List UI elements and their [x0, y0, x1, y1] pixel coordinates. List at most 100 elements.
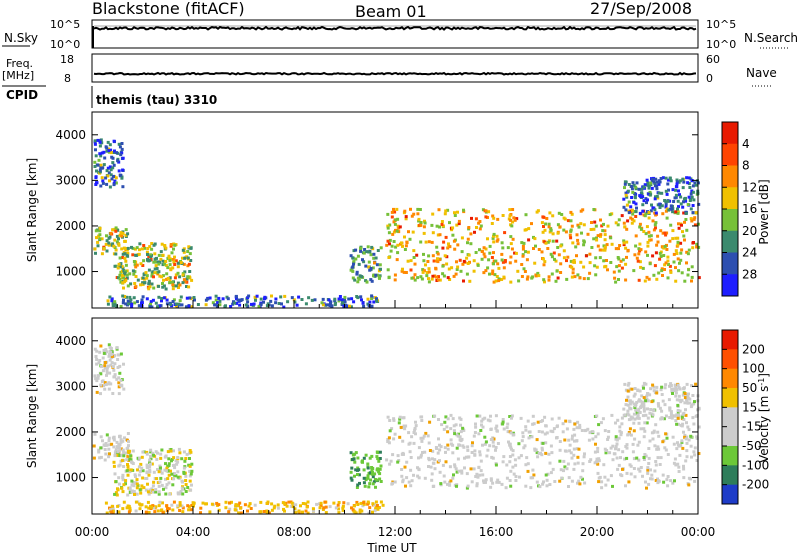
echo-cell	[393, 273, 397, 277]
echo-cell	[161, 274, 165, 278]
echo-cell	[658, 463, 662, 466]
echo-cell	[596, 432, 600, 436]
echo-cell	[407, 442, 411, 446]
echo-cell	[671, 481, 675, 485]
echo-cell	[512, 216, 516, 220]
echo-cell	[517, 442, 521, 446]
echo-cell	[683, 396, 687, 400]
echo-cell	[188, 474, 192, 478]
echo-cell	[118, 233, 122, 237]
echo-cell	[463, 466, 466, 470]
echo-cell	[480, 257, 484, 261]
echo-cell	[488, 244, 492, 248]
echo-cell	[694, 382, 698, 386]
echo-cell	[622, 243, 626, 247]
echo-cell	[583, 452, 586, 456]
echo-cell	[130, 305, 134, 309]
echo-cell	[589, 228, 593, 231]
echo-cell	[570, 212, 574, 216]
echo-cell	[549, 429, 553, 433]
echo-cell	[105, 169, 109, 173]
echo-cell	[247, 294, 251, 298]
echo-cell	[507, 440, 510, 444]
echo-cell	[532, 473, 536, 477]
echo-cell	[410, 276, 414, 280]
echo-cell	[687, 438, 691, 442]
echo-cell	[455, 223, 459, 227]
echo-cell	[646, 253, 649, 257]
echo-cell	[358, 274, 362, 278]
colorbar-tick-label: 15	[742, 400, 757, 414]
echo-cell	[641, 195, 644, 199]
echo-cell	[150, 282, 154, 286]
echo-cell	[129, 468, 133, 472]
echo-cell	[148, 491, 152, 494]
echo-cell	[679, 202, 683, 206]
echo-cell	[473, 449, 477, 453]
echo-cell	[422, 231, 426, 235]
x-tick-label: 16:00	[479, 525, 514, 539]
echo-cell	[456, 265, 460, 269]
echo-cell	[173, 276, 177, 280]
echo-cell	[102, 247, 106, 251]
echo-cell	[683, 401, 687, 405]
echo-cell	[341, 506, 345, 510]
echo-cell	[96, 240, 100, 244]
echo-cell	[160, 483, 164, 487]
echo-cell	[161, 259, 165, 263]
echo-cell	[328, 304, 332, 308]
echo-cell	[104, 442, 108, 445]
echo-cell	[103, 448, 107, 451]
echo-cell	[481, 208, 485, 212]
echo-cell	[606, 478, 610, 482]
echo-cell	[355, 486, 359, 489]
echo-cell	[108, 179, 111, 183]
echo-cell	[467, 226, 471, 229]
echo-cell	[376, 451, 380, 455]
xlabel: Time UT	[366, 541, 417, 554]
echo-cell	[639, 466, 643, 469]
echo-cell	[529, 486, 533, 490]
echo-cell	[582, 265, 586, 269]
echo-cell	[617, 436, 621, 440]
echo-cell	[606, 268, 609, 272]
echo-cell	[470, 216, 473, 220]
echo-cell	[646, 244, 650, 248]
echo-cell	[655, 447, 659, 451]
echo-cell	[97, 361, 101, 365]
echo-cell	[646, 416, 650, 420]
echo-cell	[652, 273, 656, 277]
echo-cell	[595, 238, 599, 242]
echo-cell	[128, 470, 132, 474]
echo-cell	[121, 301, 125, 305]
echo-cell	[646, 198, 649, 202]
echo-cell	[246, 296, 250, 300]
echo-cell	[656, 203, 660, 207]
echo-cell	[562, 256, 566, 260]
echo-cell	[127, 444, 130, 448]
echo-cell	[149, 450, 153, 454]
echo-cell	[149, 462, 152, 466]
echo-cell	[370, 466, 374, 469]
echo-cell	[643, 214, 647, 218]
echo-cell	[597, 476, 601, 480]
echo-cell	[102, 349, 106, 352]
echo-cell	[452, 473, 455, 477]
echo-cell	[262, 510, 266, 513]
echo-cell	[420, 277, 424, 281]
echo-cell	[362, 304, 366, 308]
echo-cell	[149, 253, 153, 257]
echo-cell	[437, 275, 440, 279]
echo-cell	[350, 506, 353, 510]
echo-cell	[480, 250, 484, 253]
echo-cell	[642, 404, 646, 408]
echo-cell	[248, 502, 252, 506]
echo-cell	[359, 295, 363, 299]
echo-cell	[558, 459, 562, 463]
echo-cell	[123, 295, 127, 298]
echo-cell	[416, 276, 420, 280]
echo-cell	[506, 422, 510, 426]
echo-cell	[368, 268, 372, 272]
echo-cell	[273, 504, 277, 508]
echo-cell	[362, 456, 366, 460]
